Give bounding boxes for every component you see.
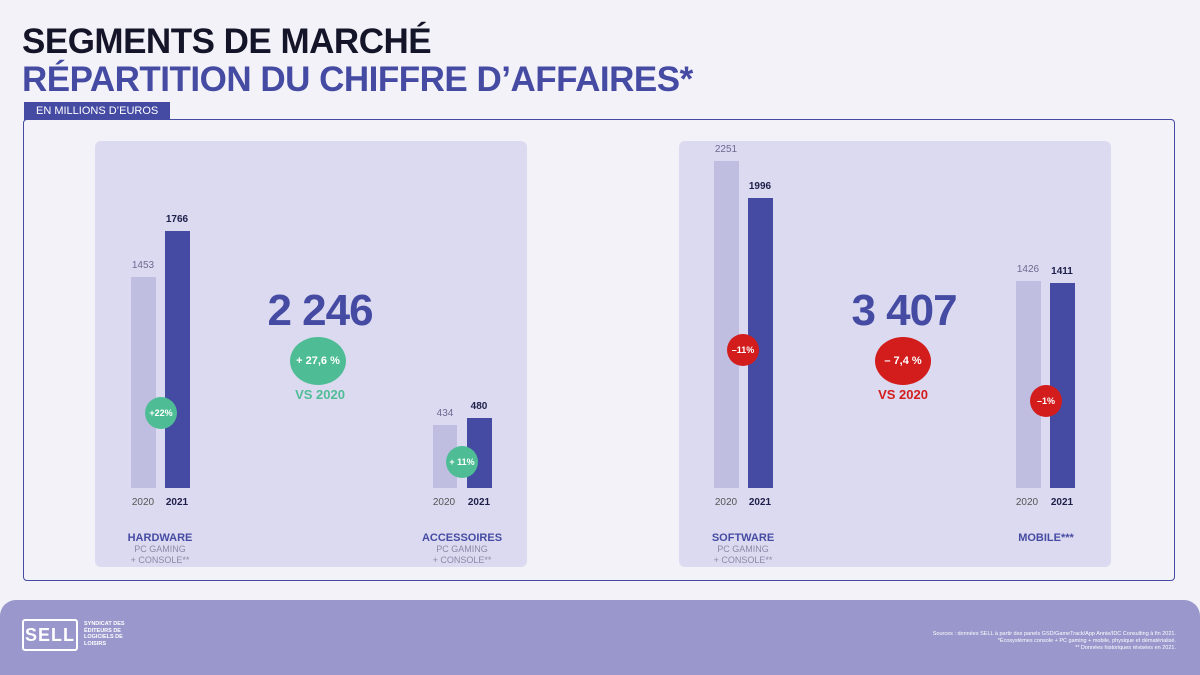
bar-hardware-2021 [165,231,190,488]
value-label-accessoires-2021: 480 [470,401,488,413]
logo-text: SYNDICAT DES ÉDITEURS DE LOGICIELS DE LO… [84,621,125,647]
sell-logo: SELL [22,619,78,651]
sources-line-3: ** Données historiques révisées en 2021. [1075,645,1176,651]
sources-line-2: *Écosystèmes console + PC gaming + mobil… [997,638,1176,644]
value-label-mobile-2020: 1426 [1016,263,1040,275]
sources-line-1: Sources : données SELL à partir des pane… [932,631,1176,637]
growth-badge-hardware: +22% [145,397,177,429]
segment-name-accessoires: ACCESSOIRES [421,532,503,544]
sources-note: Sources : données SELL à partir des pane… [933,631,1176,652]
bar-mobile-2020 [1016,280,1041,488]
segment-sub-hardware: PC GAMING [134,544,186,554]
x-label-software-2021: 2021 [748,497,772,508]
group-growth-badge-left: + 27,6 % [290,337,346,385]
value-label-mobile-2021: 1411 [1051,265,1073,277]
x-label-hardware-2020: 2020 [131,497,155,508]
growth-badge-accessoires: + 11% [446,446,478,478]
chart-frame [23,119,1175,581]
segment-name-mobile: MOBILE*** [1018,532,1074,544]
x-label-mobile-2020: 2020 [1015,497,1039,508]
segment-sub2-accessoires: + CONSOLE** [432,555,492,565]
value-label-accessoires-2020: 434 [436,407,454,419]
group-total-left: 2 246 [267,286,373,335]
segment-name-software: SOFTWARE [711,532,775,544]
value-label-hardware-2020: 1453 [131,259,155,271]
page-title: SEGMENTS DE MARCHÉ [22,22,432,61]
group-growth-badge-right: – 7,4 % [875,337,931,385]
x-label-accessoires-2021: 2021 [467,497,491,508]
x-label-mobile-2021: 2021 [1050,497,1074,508]
x-label-hardware-2021: 2021 [165,497,189,508]
bar-mobile-2021 [1050,282,1075,488]
group-vs-left: VS 2020 [295,387,345,402]
group-total-right: 3 407 [851,286,957,335]
unit-label: EN MILLIONS D’EUROS [24,102,171,120]
bar-software-2020 [714,160,739,488]
x-label-software-2020: 2020 [714,497,738,508]
segment-sub-software: PC GAMING [717,544,769,554]
bar-hardware-2020 [131,276,156,488]
value-label-hardware-2021: 1766 [165,214,189,226]
x-label-accessoires-2020: 2020 [432,497,456,508]
footer-band [0,600,1200,675]
group-vs-right: VS 2020 [878,387,928,402]
segment-sub2-software: + CONSOLE** [713,555,773,565]
segment-sub-accessoires: PC GAMING [436,544,488,554]
page-subtitle: RÉPARTITION DU CHIFFRE D’AFFAIRES* [22,60,693,99]
segment-name-hardware: HARDWARE [127,532,193,544]
value-label-software-2021: 1996 [748,180,772,192]
growth-badge-software: –11% [727,334,759,366]
value-label-software-2020: 2251 [714,143,738,155]
segment-sub2-hardware: + CONSOLE** [130,555,190,565]
growth-badge-mobile: –1% [1030,385,1062,417]
